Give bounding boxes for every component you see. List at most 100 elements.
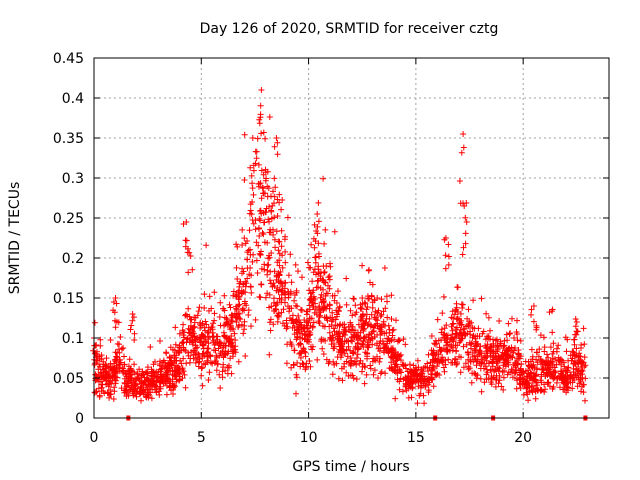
- x-tick-label: 0: [90, 430, 99, 446]
- data-point: [364, 350, 371, 357]
- data-point: [571, 336, 578, 343]
- data-point: [538, 371, 545, 378]
- data-point: [257, 102, 264, 109]
- data-point: [98, 356, 105, 363]
- data-point: [239, 305, 246, 312]
- data-point: [230, 348, 237, 355]
- data-point: [192, 338, 199, 345]
- data-point: [513, 385, 520, 392]
- y-axis-label: SRMTID / TECUs: [7, 182, 23, 295]
- data-point: [365, 295, 372, 302]
- data-point: [199, 342, 206, 349]
- data-point: [112, 324, 119, 331]
- data-point: [97, 370, 104, 377]
- data-point: [250, 162, 257, 169]
- data-point: [465, 306, 472, 313]
- data-point: [255, 242, 262, 249]
- data-point: [210, 320, 217, 327]
- data-point: [261, 261, 268, 268]
- data-point: [222, 367, 229, 374]
- data-point: [197, 322, 204, 329]
- data-point: [464, 315, 471, 322]
- data-point: [274, 139, 281, 146]
- data-point: [200, 345, 207, 352]
- data-point: [227, 355, 234, 362]
- data-point: [267, 277, 273, 284]
- data-point: [577, 353, 584, 360]
- data-point: [153, 374, 160, 381]
- data-point: [148, 395, 155, 402]
- data-point: [572, 323, 579, 330]
- data-point: [447, 341, 453, 348]
- y-tick-label: 0: [75, 411, 84, 427]
- data-point: [459, 305, 466, 311]
- data-point: [181, 329, 188, 336]
- data-point: [315, 270, 322, 277]
- data-point: [273, 228, 280, 235]
- data-point: [521, 370, 527, 377]
- data-point: [180, 332, 187, 339]
- data-point: [270, 280, 277, 287]
- data-point: [254, 135, 261, 142]
- data-point: [241, 298, 248, 305]
- data-point: [428, 371, 435, 378]
- data-point: [422, 363, 429, 370]
- data-point: [531, 370, 537, 377]
- data-point: [481, 379, 488, 386]
- data-point: [280, 306, 287, 313]
- data-point: [438, 329, 445, 336]
- data-point: [454, 315, 461, 322]
- data-point: [529, 389, 536, 396]
- data-point: [482, 363, 489, 370]
- data-point: [304, 259, 311, 266]
- data-point: [569, 348, 576, 355]
- data-point: [351, 296, 357, 302]
- data-point: [462, 240, 469, 247]
- data-point: [463, 219, 470, 225]
- data-point: [330, 334, 337, 341]
- data-point: [440, 364, 447, 371]
- data-point: [242, 353, 249, 359]
- data-point: [478, 388, 485, 395]
- data-point: [226, 364, 232, 371]
- data-point: [458, 322, 465, 329]
- data-point: [382, 342, 389, 349]
- data-point: [202, 318, 209, 325]
- data-point: [487, 379, 494, 386]
- data-point: [359, 295, 366, 301]
- data-point: [253, 155, 260, 162]
- data-point: [581, 354, 588, 361]
- data-point: [514, 317, 520, 324]
- data-point: [456, 329, 463, 336]
- data-point: [544, 351, 550, 358]
- data-point: [266, 218, 273, 225]
- data-point: [493, 348, 499, 355]
- data-point: [248, 323, 254, 330]
- data-point: [256, 233, 263, 239]
- data-point: [453, 347, 460, 354]
- y-tick-label: 0.3: [62, 171, 84, 187]
- data-point: [393, 361, 400, 368]
- data-point: [278, 309, 285, 316]
- data-point: [487, 327, 493, 334]
- data-point: [410, 378, 417, 385]
- data-point: [271, 307, 278, 314]
- data-point: [550, 375, 557, 382]
- data-point: [202, 361, 209, 368]
- data-point: [453, 330, 460, 337]
- data-point: [250, 167, 257, 174]
- data-point: [353, 376, 360, 383]
- data-point: [358, 305, 365, 312]
- data-point: [265, 255, 272, 262]
- data-point: [457, 369, 464, 376]
- data-point: [494, 358, 501, 365]
- data-point: [351, 334, 358, 341]
- data-point: [216, 371, 223, 378]
- data-point: [378, 311, 385, 318]
- data-point: [337, 336, 344, 343]
- data-point: [167, 359, 174, 366]
- data-point: [527, 369, 534, 376]
- data-point: [328, 341, 335, 348]
- data-point: [180, 368, 187, 375]
- data-point: [347, 355, 354, 361]
